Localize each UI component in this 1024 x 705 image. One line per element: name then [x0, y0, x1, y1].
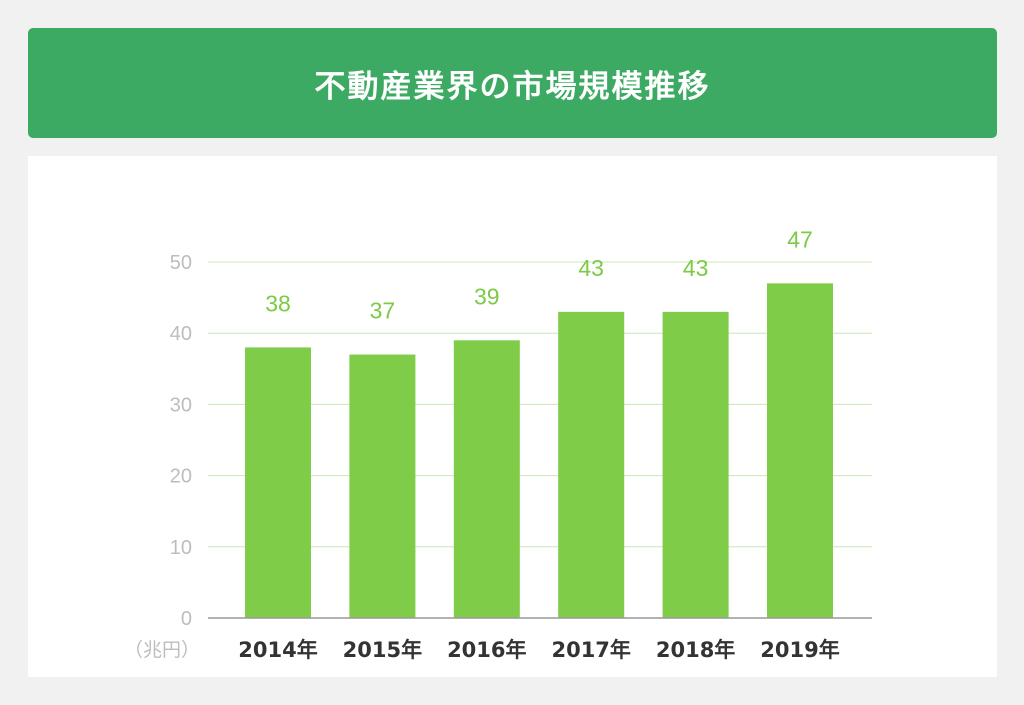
y-tick-label: 50	[170, 252, 192, 274]
x-tick-label: 2015年	[343, 638, 422, 662]
data-labels: 38 37 39 43 43 47	[265, 226, 813, 323]
data-label: 37	[370, 298, 396, 324]
bar	[662, 311, 729, 618]
y-axis-ticks: 0 10 20 30 40 50	[170, 252, 192, 630]
y-tick-label: 10	[170, 537, 192, 559]
x-tick-label: 2018年	[656, 638, 735, 662]
bar	[558, 311, 625, 618]
data-label: 39	[474, 283, 500, 309]
y-tick-label: 0	[181, 608, 192, 630]
bar	[767, 283, 833, 618]
data-label: 38	[265, 290, 291, 316]
chart-title: 不動産業界の市場規模推移	[314, 68, 711, 105]
data-label: 47	[787, 226, 813, 252]
title-banner: 不動産業界の市場規模推移	[28, 28, 997, 138]
x-tick-label: 2014年	[238, 638, 317, 662]
x-tick-label: 2016年	[447, 638, 526, 662]
x-tick-label: 2019年	[760, 638, 839, 662]
bar	[245, 347, 311, 618]
data-label: 43	[578, 255, 604, 281]
x-axis-labels: 2014年 2015年 2016年 2017年 2018年 2019年	[238, 638, 839, 662]
y-tick-label: 40	[170, 323, 192, 345]
data-label: 43	[683, 255, 709, 281]
bars	[245, 283, 833, 618]
y-tick-label: 20	[170, 466, 192, 488]
bar	[453, 340, 520, 618]
y-tick-label: 30	[170, 394, 192, 416]
unit-label: （兆円）	[124, 639, 200, 661]
gridlines	[208, 261, 872, 548]
x-tick-label: 2017年	[551, 638, 630, 662]
bar	[349, 354, 416, 618]
